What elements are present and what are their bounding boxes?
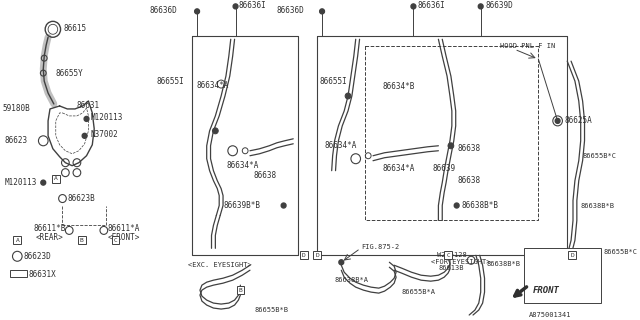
Text: B: B bbox=[80, 238, 84, 243]
Text: 86655I: 86655I bbox=[157, 76, 184, 85]
Text: N37002: N37002 bbox=[90, 130, 118, 139]
Text: 86639D: 86639D bbox=[486, 1, 513, 10]
Text: <REAR>: <REAR> bbox=[36, 233, 63, 242]
Circle shape bbox=[339, 260, 344, 265]
Circle shape bbox=[84, 116, 89, 121]
Bar bbox=[314, 251, 321, 259]
Circle shape bbox=[556, 118, 560, 124]
Text: 86638B*A: 86638B*A bbox=[335, 277, 369, 283]
Circle shape bbox=[454, 203, 459, 208]
Text: B: B bbox=[239, 288, 242, 292]
Circle shape bbox=[233, 4, 238, 9]
Text: <EXC. EYESIGHT>: <EXC. EYESIGHT> bbox=[188, 262, 252, 268]
Text: 86638B*B: 86638B*B bbox=[580, 203, 614, 209]
Text: 86611*A: 86611*A bbox=[108, 224, 140, 233]
Text: 86655B*B: 86655B*B bbox=[255, 307, 289, 313]
Text: 86636D: 86636D bbox=[149, 6, 177, 15]
Text: C: C bbox=[113, 238, 117, 243]
Text: 86623B: 86623B bbox=[67, 194, 95, 203]
Text: 86636I: 86636I bbox=[239, 1, 266, 10]
Text: C: C bbox=[446, 253, 450, 258]
Bar bbox=[10, 270, 27, 277]
Text: 86636D: 86636D bbox=[277, 6, 305, 15]
Circle shape bbox=[478, 4, 483, 9]
Text: 86655Y: 86655Y bbox=[56, 68, 83, 78]
Text: <FRONT>: <FRONT> bbox=[108, 233, 140, 242]
Text: 86634*A: 86634*A bbox=[325, 141, 357, 150]
Text: <FOR EYESIGHT>: <FOR EYESIGHT> bbox=[431, 259, 490, 265]
Bar bbox=[78, 236, 86, 244]
Text: 86611*B: 86611*B bbox=[34, 224, 66, 233]
Text: 86634*A: 86634*A bbox=[196, 81, 228, 90]
Circle shape bbox=[345, 93, 351, 99]
Text: 86625A: 86625A bbox=[564, 116, 592, 125]
Bar bbox=[524, 248, 601, 303]
Text: A: A bbox=[54, 176, 58, 181]
Text: M120113: M120113 bbox=[90, 113, 123, 123]
Text: 86631X: 86631X bbox=[29, 270, 56, 279]
Text: HOOD PNL F IN: HOOD PNL F IN bbox=[500, 43, 555, 49]
Text: 86638B*B: 86638B*B bbox=[486, 261, 520, 267]
Text: 86655B*C: 86655B*C bbox=[604, 249, 638, 255]
Text: W205128: W205128 bbox=[437, 252, 467, 258]
Circle shape bbox=[195, 9, 200, 14]
Text: 86638B*B: 86638B*B bbox=[461, 201, 499, 210]
Text: 86631: 86631 bbox=[77, 101, 100, 110]
Text: 86634*A: 86634*A bbox=[383, 164, 415, 173]
Circle shape bbox=[411, 4, 416, 9]
Bar bbox=[13, 236, 21, 244]
Text: FRONT: FRONT bbox=[532, 286, 559, 295]
Text: 86638: 86638 bbox=[458, 144, 481, 153]
Text: D: D bbox=[302, 253, 306, 258]
Text: 86638: 86638 bbox=[458, 176, 481, 185]
Text: A875001341: A875001341 bbox=[529, 312, 572, 318]
Text: 86638: 86638 bbox=[254, 171, 277, 180]
Bar bbox=[237, 286, 244, 294]
Text: 86623D: 86623D bbox=[23, 252, 51, 261]
Circle shape bbox=[319, 9, 324, 14]
Circle shape bbox=[82, 133, 87, 138]
Bar bbox=[300, 251, 308, 259]
Circle shape bbox=[41, 180, 45, 185]
Bar bbox=[444, 251, 452, 259]
Text: 86634*B: 86634*B bbox=[383, 82, 415, 91]
Bar bbox=[52, 175, 60, 183]
Text: 86655B*C: 86655B*C bbox=[582, 153, 616, 159]
Bar bbox=[568, 251, 576, 259]
Text: 86636I: 86636I bbox=[417, 1, 445, 10]
Circle shape bbox=[212, 128, 218, 134]
Text: A: A bbox=[15, 238, 19, 243]
Text: 86623: 86623 bbox=[5, 136, 28, 145]
Text: M120113: M120113 bbox=[5, 178, 37, 187]
Text: 86639: 86639 bbox=[433, 164, 456, 173]
Text: D: D bbox=[570, 253, 574, 258]
Circle shape bbox=[281, 203, 286, 208]
Circle shape bbox=[448, 143, 454, 149]
Text: 86615: 86615 bbox=[63, 24, 86, 33]
Text: 86639B*B: 86639B*B bbox=[223, 201, 260, 210]
Text: D: D bbox=[316, 253, 319, 258]
Text: 59180B: 59180B bbox=[3, 104, 31, 114]
Bar bbox=[111, 236, 119, 244]
Text: 86655B*A: 86655B*A bbox=[402, 289, 436, 295]
Text: 86634*A: 86634*A bbox=[227, 161, 259, 170]
Text: 86655I: 86655I bbox=[319, 76, 347, 85]
Text: 86613B: 86613B bbox=[438, 265, 464, 271]
Text: FIG.875-2: FIG.875-2 bbox=[362, 244, 400, 250]
